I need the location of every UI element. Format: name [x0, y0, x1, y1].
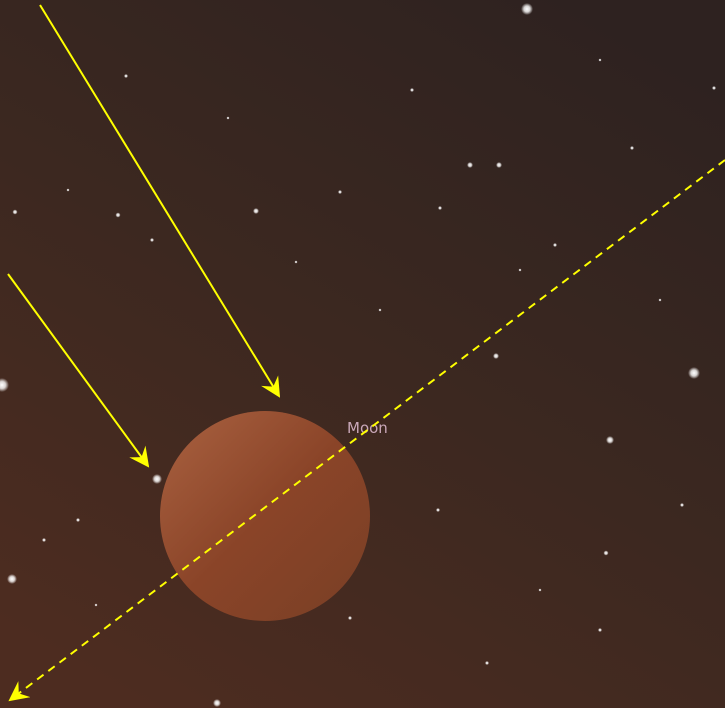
moon — [160, 411, 370, 621]
arrow — [7, 273, 150, 468]
arrow — [39, 4, 281, 398]
ecliptic-line — [8, 159, 725, 702]
moon-label: Moon — [347, 419, 388, 437]
stars — [0, 3, 716, 707]
